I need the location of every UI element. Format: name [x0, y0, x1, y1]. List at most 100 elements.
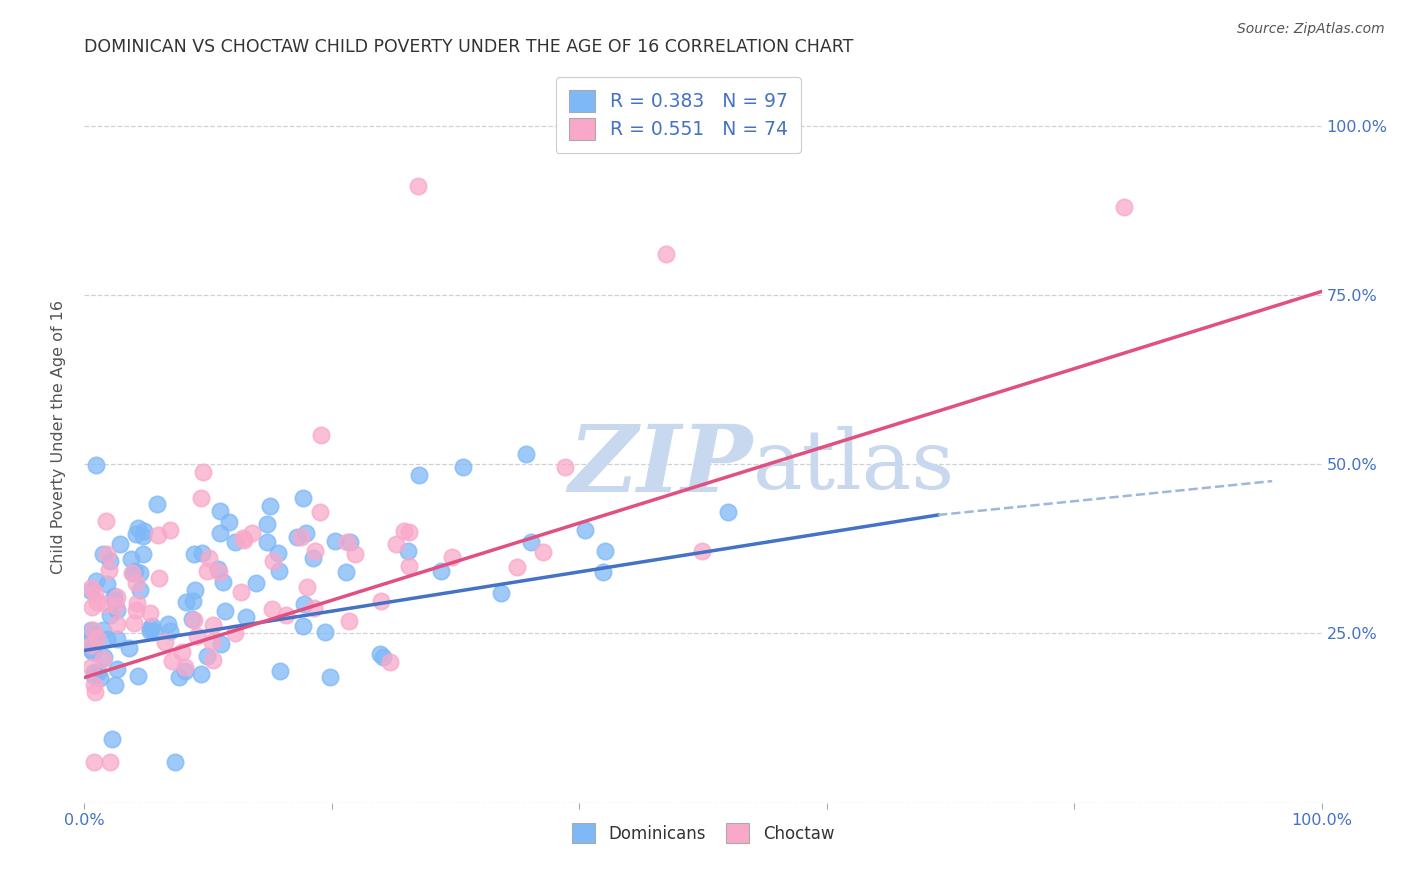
Point [224, 534, 246, 549]
Point [104, 599, 127, 614]
Point [105, 617, 128, 632]
Point [208, 525, 231, 540]
Point [86, 631, 108, 645]
Point [408, 179, 430, 194]
Point [125, 575, 148, 590]
Point [295, 526, 318, 541]
Point [148, 571, 170, 585]
Point [122, 615, 145, 630]
Point [267, 565, 290, 579]
Point [83, 755, 105, 769]
Point [80, 623, 103, 637]
Point [172, 645, 194, 659]
Point [256, 516, 278, 531]
Point [201, 618, 224, 632]
Point [180, 612, 202, 626]
Point [314, 625, 336, 640]
Point [398, 524, 420, 539]
Point [105, 662, 128, 676]
Point [108, 537, 131, 551]
Point [83, 586, 105, 600]
Point [429, 564, 451, 578]
Point [318, 670, 340, 684]
Point [224, 625, 246, 640]
Point [371, 649, 394, 664]
Point [101, 731, 124, 746]
Point [91, 652, 114, 666]
Point [574, 523, 596, 537]
Point [191, 546, 214, 560]
Point [143, 625, 166, 640]
Point [128, 566, 150, 581]
Point [276, 608, 298, 623]
Point [343, 547, 366, 561]
Point [83, 669, 105, 683]
Point [186, 629, 208, 643]
Point [208, 504, 231, 518]
Point [183, 614, 205, 628]
Point [79, 625, 101, 640]
Point [127, 669, 149, 683]
Point [290, 530, 312, 544]
Point [195, 649, 218, 664]
Point [83, 665, 105, 679]
Point [259, 500, 281, 514]
Point [132, 529, 155, 543]
Point [174, 660, 197, 674]
Text: DOMINICAN VS CHOCTAW CHILD POVERTY UNDER THE AGE OF 16 CORRELATION CHART: DOMINICAN VS CHOCTAW CHILD POVERTY UNDER… [84, 38, 853, 56]
Point [80, 642, 103, 657]
Point [183, 547, 205, 561]
Point [396, 543, 419, 558]
Point [506, 559, 529, 574]
Point [160, 654, 183, 668]
Point [118, 640, 141, 655]
Point [295, 581, 318, 595]
Point [337, 614, 360, 628]
Point [515, 447, 537, 461]
Point [141, 619, 163, 633]
Point [121, 566, 143, 580]
Point [302, 601, 325, 615]
Point [104, 678, 127, 692]
Point [1112, 200, 1135, 214]
Point [451, 459, 474, 474]
Point [146, 528, 169, 542]
Point [233, 533, 256, 547]
Point [84, 458, 107, 472]
Point [311, 428, 333, 442]
Point [82, 645, 104, 659]
Point [368, 647, 391, 661]
Point [83, 678, 105, 692]
Point [520, 535, 543, 549]
Point [105, 603, 128, 617]
Text: atlas: atlas [752, 426, 955, 507]
Point [91, 547, 114, 561]
Point [292, 491, 315, 505]
Point [198, 551, 221, 566]
Point [98, 608, 121, 623]
Point [240, 525, 263, 540]
Point [79, 659, 101, 673]
Point [267, 546, 290, 560]
Point [304, 543, 326, 558]
Point [105, 590, 128, 604]
Point [245, 576, 267, 591]
Point [82, 624, 104, 638]
Point [489, 586, 512, 600]
Point [183, 594, 205, 608]
Point [378, 656, 401, 670]
Point [87, 665, 110, 679]
Point [323, 533, 346, 548]
Point [96, 577, 118, 591]
Point [370, 593, 392, 607]
Text: ZIP: ZIP [568, 421, 752, 511]
Point [82, 600, 104, 615]
Point [292, 619, 315, 633]
Point [124, 564, 146, 578]
Point [174, 664, 197, 678]
Point [127, 521, 149, 535]
Point [96, 632, 118, 647]
Point [174, 595, 197, 609]
Point [84, 574, 107, 589]
Point [79, 581, 101, 595]
